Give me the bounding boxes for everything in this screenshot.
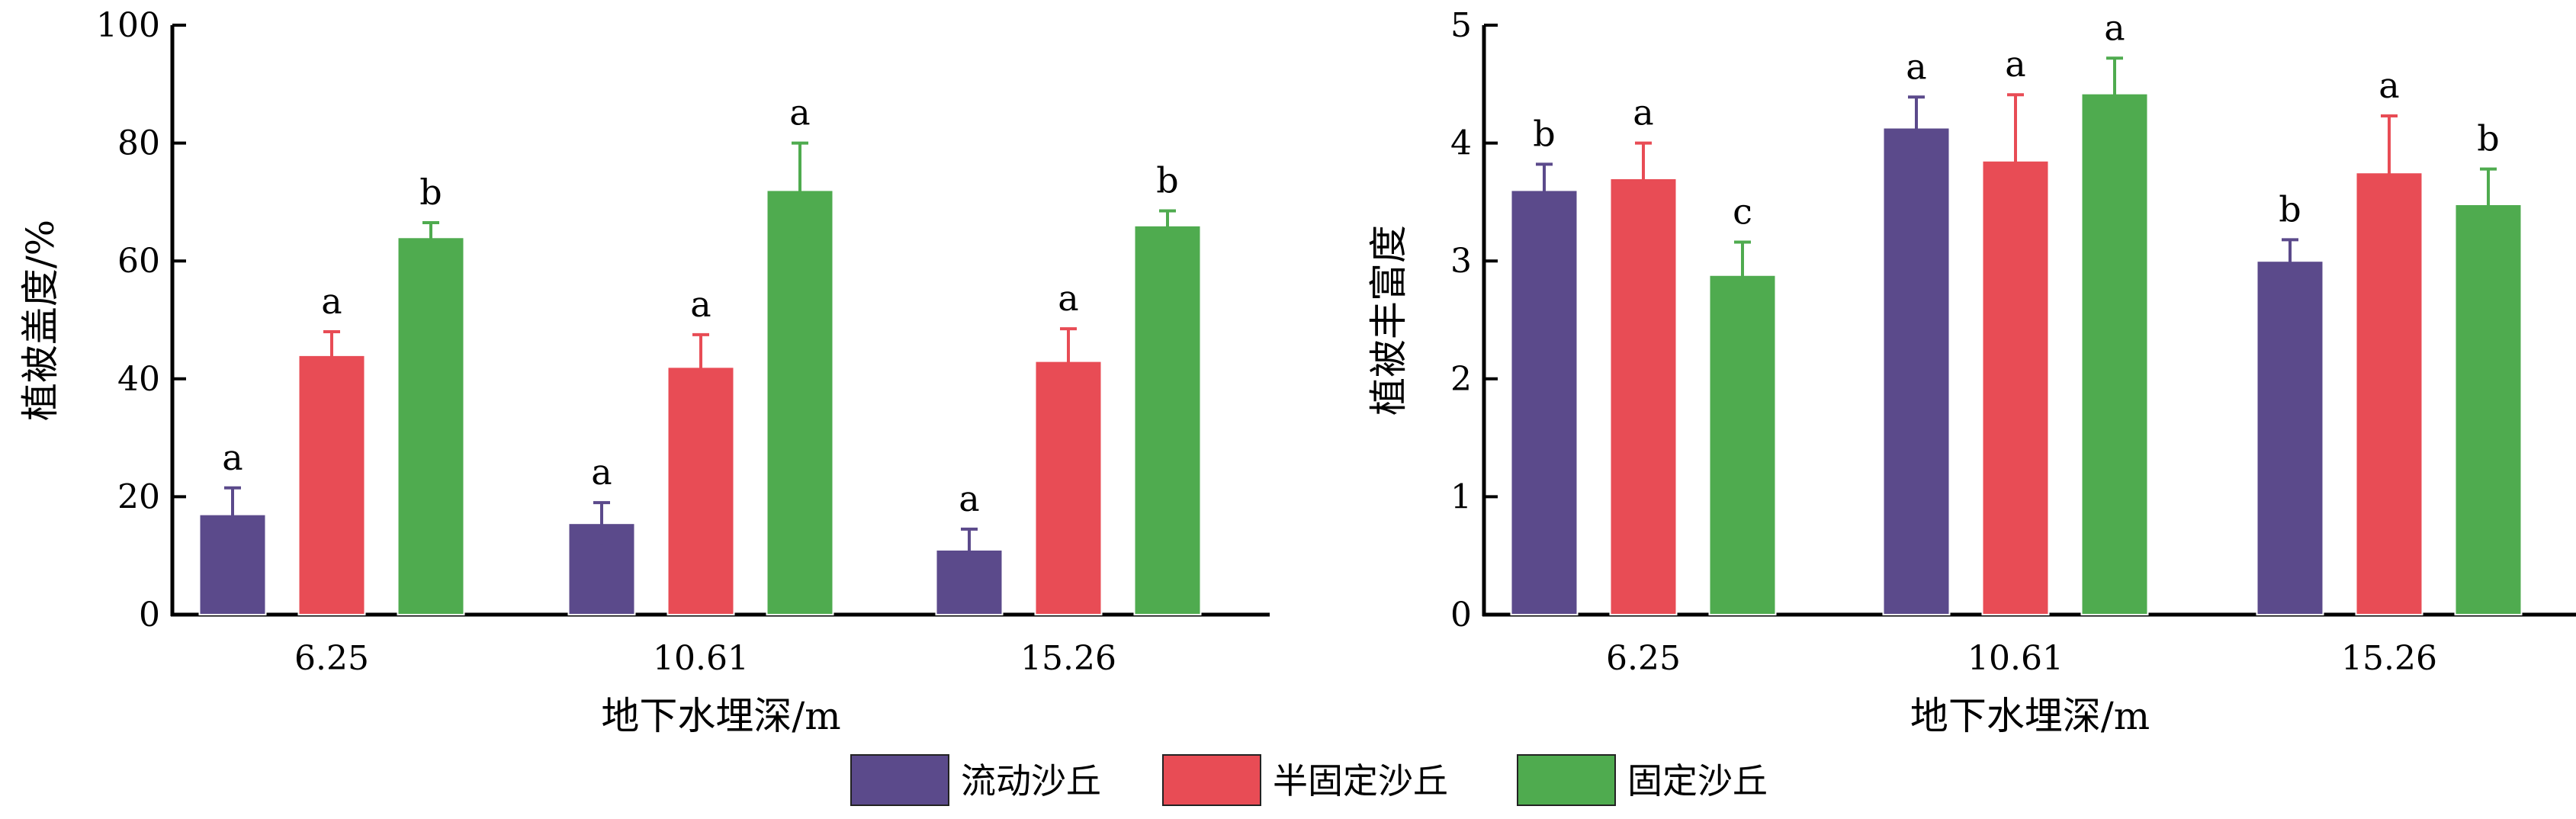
x-tick-label: 10.61: [1967, 639, 2064, 678]
significance-label: a: [1058, 278, 1078, 319]
legend: 流动沙丘 半固定沙丘 固定沙丘: [850, 754, 1768, 806]
significance-label: a: [321, 281, 342, 322]
significance-label: a: [2104, 7, 2125, 48]
bar: [1882, 127, 1951, 615]
significance-label: a: [1906, 46, 1926, 87]
y-axis-title: 植被盖度/%: [18, 220, 63, 421]
bar: [1133, 224, 1202, 615]
significance-label: b: [2477, 118, 2499, 159]
legend-swatch: [1162, 754, 1261, 806]
y-axis-title: 植被丰富度: [1367, 225, 1411, 416]
significance-label: a: [222, 437, 243, 478]
significance-label: b: [1533, 113, 1555, 154]
significance-label: a: [789, 92, 810, 133]
x-tick-label: 6.25: [1606, 639, 1681, 678]
x-axis-title: 地下水埋深/m: [1910, 694, 2150, 738]
y-tick-label: 100: [96, 6, 160, 45]
bar: [666, 366, 735, 615]
y-tick-label: 20: [117, 477, 160, 516]
significance-label: a: [2005, 43, 2025, 85]
legend-swatch: [1517, 754, 1616, 806]
significance-label: b: [419, 172, 442, 213]
y-tick-label: 80: [117, 124, 160, 163]
significance-label: c: [1733, 191, 1752, 232]
legend-label: 流动沙丘: [961, 760, 1101, 801]
x-axis-title: 地下水埋深/m: [601, 694, 840, 738]
bar: [297, 354, 366, 615]
bar: [2256, 260, 2324, 615]
y-tick-label: 4: [1450, 124, 1472, 163]
bar: [2080, 92, 2149, 615]
chart-vegetation-coverage: 0 20 40 60 80 100 植被盖度/% 6.25 10.61 15.26 地下水埋深/m a…: [18, 6, 1270, 738]
x-tick-label: 10.61: [653, 639, 749, 678]
y-tick-label: 0: [1450, 596, 1472, 634]
legend-label: 半固定沙丘: [1273, 760, 1448, 801]
x-tick-label: 15.26: [2341, 639, 2437, 678]
legend-swatch: [850, 754, 949, 806]
bar: [1034, 360, 1103, 615]
significance-label: a: [1633, 92, 1653, 133]
y-tick-label: 40: [117, 360, 160, 399]
y-tick-label: 1: [1450, 477, 1472, 516]
significance-label: a: [959, 478, 979, 519]
bar: [1510, 189, 1579, 615]
bar: [1708, 274, 1777, 615]
legend-label: 固定沙丘: [1627, 760, 1768, 801]
x-tick-label: 15.26: [1020, 639, 1116, 678]
bar: [2355, 172, 2423, 615]
y-tick-label: 60: [117, 242, 160, 281]
y-tick-label: 2: [1450, 360, 1472, 399]
bar: [1609, 177, 1678, 616]
bar: [1981, 159, 2050, 616]
significance-label: b: [1156, 159, 1178, 201]
chart-vegetation-richness: 0 1 2 3 4 5 植被丰富度 6.25 10.61 15.26 地下水埋深/m b a b a a a c a…: [1367, 6, 2576, 738]
y-tick-label: 3: [1450, 242, 1472, 281]
significance-label: a: [591, 451, 612, 493]
bar: [397, 236, 465, 615]
x-tick-label: 6.25: [294, 639, 369, 678]
significance-label: a: [2378, 65, 2399, 106]
bar: [766, 189, 834, 615]
significance-label: b: [2279, 188, 2301, 230]
y-tick-label: 0: [139, 596, 160, 634]
bar: [2454, 203, 2523, 615]
significance-label: a: [690, 284, 711, 325]
y-tick-label: 5: [1450, 6, 1472, 45]
